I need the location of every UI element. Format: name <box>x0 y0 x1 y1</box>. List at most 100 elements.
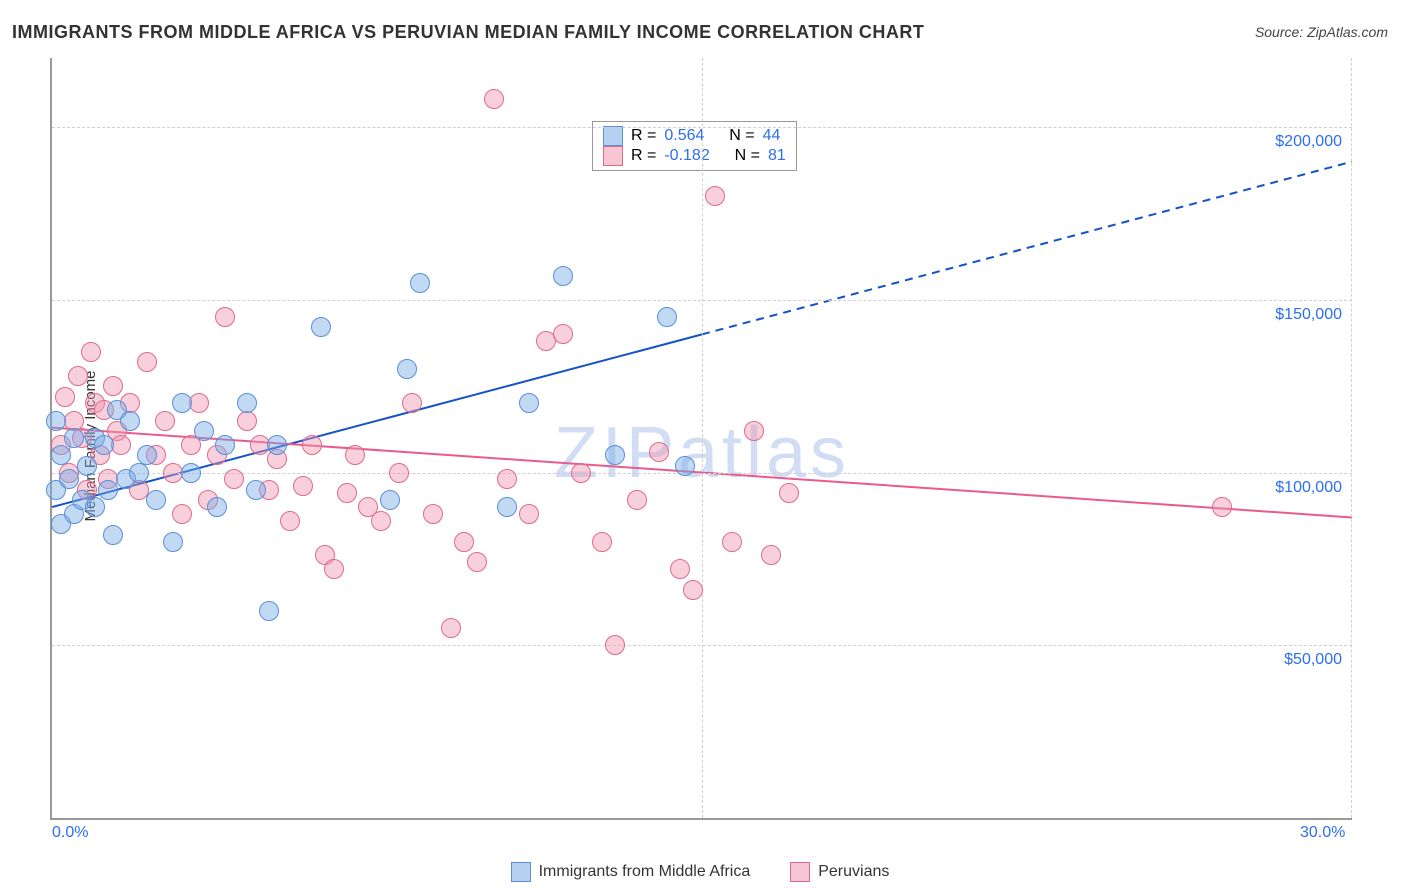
scatter-point-pink <box>224 469 244 489</box>
gridline-v <box>1351 58 1352 818</box>
scatter-point-pink <box>705 186 725 206</box>
swatch-pink <box>603 146 623 166</box>
scatter-point-pink <box>172 504 192 524</box>
scatter-point-pink <box>779 483 799 503</box>
scatter-point-blue <box>311 317 331 337</box>
n-prefix: N = <box>735 147 760 165</box>
scatter-point-blue <box>410 273 430 293</box>
scatter-point-pink <box>137 352 157 372</box>
scatter-point-blue <box>657 307 677 327</box>
scatter-point-pink <box>215 307 235 327</box>
scatter-point-blue <box>397 359 417 379</box>
scatter-point-pink <box>402 393 422 413</box>
scatter-point-blue <box>519 393 539 413</box>
scatter-point-pink <box>55 387 75 407</box>
scatter-point-blue <box>59 469 79 489</box>
scatter-point-blue <box>267 435 287 455</box>
scatter-point-blue <box>380 490 400 510</box>
x-tick-left: 0.0% <box>52 824 88 842</box>
scatter-point-pink <box>302 435 322 455</box>
scatter-point-pink <box>68 366 88 386</box>
scatter-point-blue <box>85 497 105 517</box>
chart-container: IMMIGRANTS FROM MIDDLE AFRICA VS PERUVIA… <box>0 0 1406 892</box>
scatter-point-blue <box>181 463 201 483</box>
scatter-point-pink <box>81 342 101 362</box>
scatter-point-pink <box>237 411 257 431</box>
scatter-point-pink <box>553 324 573 344</box>
scatter-point-blue <box>605 445 625 465</box>
scatter-point-blue <box>120 411 140 431</box>
swatch-blue <box>511 862 531 882</box>
scatter-point-pink <box>1212 497 1232 517</box>
gridline-v <box>702 58 703 818</box>
scatter-point-pink <box>592 532 612 552</box>
n-value-blue: 44 <box>763 127 781 145</box>
scatter-point-pink <box>627 490 647 510</box>
chart-title: IMMIGRANTS FROM MIDDLE AFRICA VS PERUVIA… <box>12 22 924 43</box>
scatter-point-blue <box>103 525 123 545</box>
scatter-point-blue <box>94 435 114 455</box>
scatter-point-pink <box>454 532 474 552</box>
y-tick-label: $150,000 <box>1242 306 1342 324</box>
legend-item-pink: Peruvians <box>790 862 889 882</box>
y-tick-label: $50,000 <box>1242 651 1342 669</box>
scatter-point-pink <box>371 511 391 531</box>
legend-label-pink: Peruvians <box>818 863 889 881</box>
legend-row-pink: R = -0.182 N = 81 <box>603 146 786 166</box>
r-prefix: R = <box>631 147 656 165</box>
scatter-point-pink <box>441 618 461 638</box>
scatter-point-blue <box>172 393 192 413</box>
scatter-point-pink <box>571 463 591 483</box>
scatter-point-blue <box>129 463 149 483</box>
correlation-legend: R = 0.564 N = 44 R = -0.182 N = 81 <box>592 121 797 171</box>
scatter-point-pink <box>293 476 313 496</box>
scatter-point-blue <box>137 445 157 465</box>
scatter-point-blue <box>553 266 573 286</box>
scatter-point-blue <box>237 393 257 413</box>
scatter-point-blue <box>497 497 517 517</box>
scatter-point-pink <box>744 421 764 441</box>
scatter-point-blue <box>259 601 279 621</box>
scatter-point-pink <box>670 559 690 579</box>
scatter-point-pink <box>324 559 344 579</box>
scatter-point-pink <box>605 635 625 655</box>
swatch-blue <box>603 126 623 146</box>
scatter-point-pink <box>683 580 703 600</box>
scatter-point-pink <box>484 89 504 109</box>
scatter-point-blue <box>207 497 227 517</box>
scatter-point-pink <box>155 411 175 431</box>
scatter-point-blue <box>146 490 166 510</box>
scatter-point-pink <box>345 445 365 465</box>
legend-row-blue: R = 0.564 N = 44 <box>603 126 786 146</box>
scatter-point-pink <box>761 545 781 565</box>
scatter-point-pink <box>467 552 487 572</box>
scatter-point-pink <box>423 504 443 524</box>
scatter-point-pink <box>389 463 409 483</box>
n-prefix: N = <box>729 127 754 145</box>
y-tick-label: $200,000 <box>1242 133 1342 151</box>
scatter-point-blue <box>215 435 235 455</box>
scatter-point-pink <box>280 511 300 531</box>
scatter-point-pink <box>103 376 123 396</box>
scatter-point-pink <box>497 469 517 489</box>
series-legend: Immigrants from Middle Africa Peruvians <box>50 862 1350 882</box>
plot-area: ZIPatlas R = 0.564 N = 44 R = -0.182 N =… <box>50 58 1352 820</box>
scatter-point-pink <box>189 393 209 413</box>
swatch-pink <box>790 862 810 882</box>
x-tick-right: 30.0% <box>1300 824 1345 842</box>
scatter-point-blue <box>675 456 695 476</box>
y-tick-label: $100,000 <box>1242 479 1342 497</box>
n-value-pink: 81 <box>768 147 786 165</box>
scatter-point-blue <box>64 428 84 448</box>
scatter-point-blue <box>163 532 183 552</box>
scatter-point-blue <box>46 411 66 431</box>
r-value-blue: 0.564 <box>664 127 704 145</box>
scatter-point-blue <box>194 421 214 441</box>
scatter-point-pink <box>519 504 539 524</box>
legend-item-blue: Immigrants from Middle Africa <box>511 862 751 882</box>
scatter-point-blue <box>51 445 71 465</box>
scatter-point-pink <box>111 435 131 455</box>
scatter-point-blue <box>77 456 97 476</box>
r-prefix: R = <box>631 127 656 145</box>
source-label: Source: ZipAtlas.com <box>1255 24 1388 40</box>
